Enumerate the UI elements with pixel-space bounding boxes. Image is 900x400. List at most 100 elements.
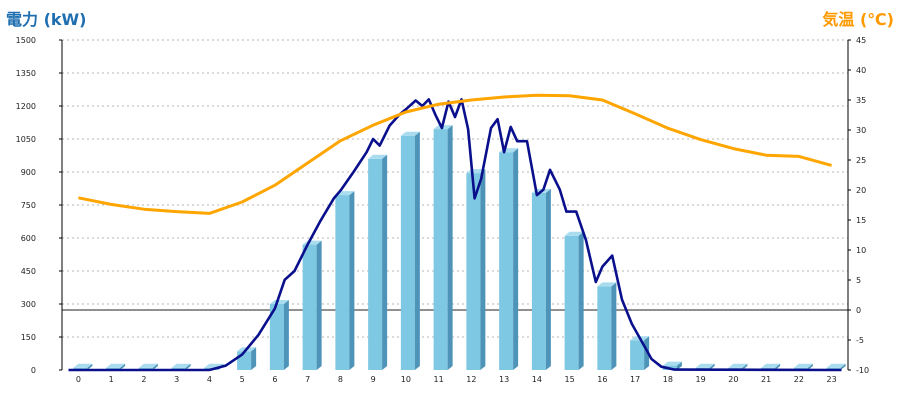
left-tick-label: 900 [21,168,36,177]
x-tick-label: 17 [630,375,640,384]
temperature-axis-title: 気温 (℃) [822,10,894,29]
x-tick-label: 18 [663,375,673,384]
bar-side [120,363,126,370]
bar-top [368,154,388,159]
x-tick-label: 0 [76,375,81,384]
bar [531,188,551,370]
bar-top [793,363,813,368]
bar-top [269,300,289,304]
bar-front [335,195,350,370]
power-axis-title: 電力 (kW) [6,10,87,29]
bar [335,191,355,370]
bar-front [302,244,317,370]
right-tick-label: 5 [856,276,861,285]
bar-front [466,173,481,370]
bar-side [644,336,650,370]
bar-side [578,231,584,370]
right-tick-label: -5 [856,336,864,345]
right-tick-label: 35 [856,96,866,105]
bar-top [106,363,126,368]
bar-side [283,300,289,370]
x-tick-label: 6 [272,375,277,384]
left-tick-label: 450 [21,267,36,276]
right-tick-label: 15 [856,216,866,225]
bar-top [564,231,584,236]
bar-side [513,148,519,370]
bar [302,240,322,370]
right-tick-label: -10 [856,366,869,375]
bar [433,125,453,370]
bar-side [447,125,453,370]
bar [597,282,617,370]
bar-top [73,363,93,368]
bar-front [597,286,612,370]
x-tick-label: 23 [827,375,837,384]
left-tick-label: 600 [21,234,36,243]
x-tick-label: 21 [761,375,771,384]
x-tick-label: 12 [466,375,476,384]
x-tick-label: 11 [434,375,444,384]
bar-side [611,282,617,370]
left-tick-label: 750 [21,201,36,210]
bar-side [545,188,551,370]
right-tick-label: 20 [856,186,866,195]
x-tick-label: 10 [401,375,411,384]
x-tick-label: 22 [794,375,804,384]
bar [564,231,584,370]
bar-top [597,282,617,287]
right-tick-label: 10 [856,246,866,255]
bar-side [676,361,682,370]
x-tick-label: 2 [141,375,146,384]
bar [368,154,388,370]
right-tick-label: 40 [856,66,866,75]
bar [269,300,289,370]
bar-front [433,129,448,370]
power-line [68,98,842,372]
bar-side [742,363,748,370]
left-tick-label: 150 [21,333,36,342]
x-tick-label: 14 [532,375,542,384]
x-tick-label: 1 [109,375,114,384]
x-tick-label: 8 [338,375,343,384]
x-tick-label: 7 [305,375,310,384]
left-tick-label: 1350 [16,69,36,78]
bar-front [269,304,284,370]
bar-side [185,363,191,370]
bar-side [87,363,93,370]
x-tick-label: 19 [696,375,706,384]
left-tick-label: 300 [21,300,36,309]
bar-top [400,131,420,136]
bar-front [368,158,383,370]
bar-top [695,363,715,368]
right-tick-label: 0 [856,306,861,315]
bar [400,131,420,370]
x-tick-label: 15 [565,375,575,384]
bar-top [662,361,682,366]
bar-side [807,363,813,370]
bar-side [152,363,158,370]
x-tick-label: 3 [174,375,179,384]
left-tick-label: 1050 [16,135,36,144]
bar-front [499,152,514,370]
right-tick-label: 25 [856,156,866,165]
bar-side [349,191,355,370]
x-tick-label: 9 [371,375,376,384]
bar [466,169,486,370]
bar-side [840,363,846,370]
bar [499,148,519,370]
left-tick-label: 1200 [16,102,36,111]
bar-front [630,340,645,370]
bar-top [761,363,781,368]
x-tick-label: 5 [240,375,245,384]
bar-top [171,363,191,368]
bar-side [251,347,257,370]
right-tick-label: 30 [856,126,866,135]
bar-side [414,131,420,370]
bar-top [826,363,846,368]
bar-front [531,192,546,370]
bar-side [316,240,322,370]
left-tick-label: 1500 [16,36,36,45]
bar-front [564,235,579,370]
bar-side [480,169,486,370]
